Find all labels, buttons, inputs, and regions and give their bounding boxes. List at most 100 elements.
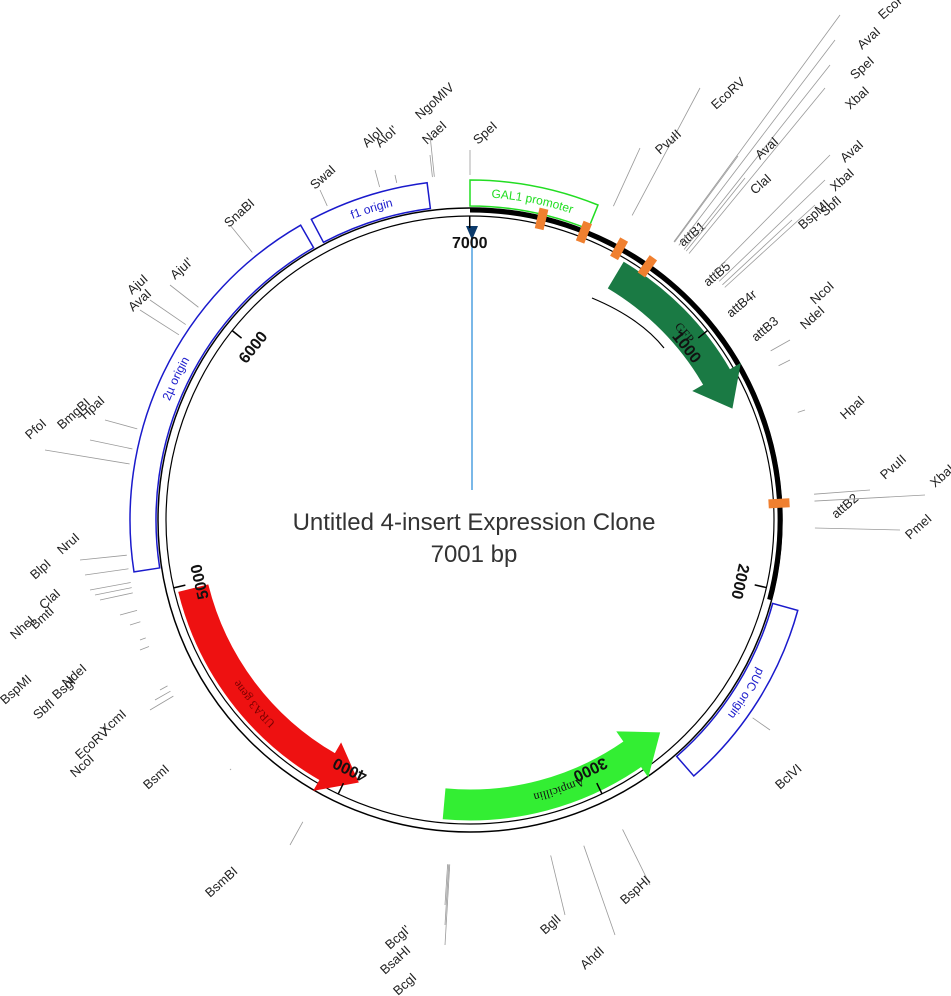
site-leader-bsphi-19 xyxy=(622,829,651,886)
site-leader-pfoi-39 xyxy=(44,449,130,465)
site-leader-bsahi-23 xyxy=(444,864,450,926)
site-leader-naei-49 xyxy=(429,154,433,178)
feature-f1-origin[interactable]: f1 origin xyxy=(310,181,432,244)
site-leader-pmei-17 xyxy=(814,527,901,531)
restriction-site-xbai-3[interactable]: XbaI xyxy=(842,83,872,112)
insert-region-arc xyxy=(469,207,783,601)
att-site-label-attb4r: attB4r xyxy=(723,286,760,320)
feature-arrow-ampicillin[interactable] xyxy=(442,731,661,821)
site-leader-aloi-47 xyxy=(374,169,381,188)
feature-gal1-promoter[interactable]: GAL1 promoter xyxy=(469,179,599,231)
restriction-site-ndei-13[interactable]: NdeI xyxy=(797,303,827,333)
tick-mark-6000 xyxy=(231,330,243,339)
tick-mark-3000 xyxy=(596,782,603,795)
site-leader-bmgbi-40 xyxy=(89,439,133,450)
site-leader-hpai-14 xyxy=(797,409,806,413)
site-leader-snabi-45 xyxy=(229,224,253,253)
restriction-site-xcmi-29[interactable]: XcmI xyxy=(97,706,129,737)
feature-ampicillin[interactable]: Ampicillin xyxy=(442,730,661,821)
site-leader-ndei-13 xyxy=(778,359,791,367)
tick-mark-5000 xyxy=(173,584,186,589)
map-length: 7001 bp xyxy=(431,541,518,568)
att-site-label-attb2: attB2 xyxy=(828,490,861,521)
site-leader-avai-1 xyxy=(678,39,836,246)
restriction-site-ecorv-4[interactable]: EcoRV xyxy=(708,74,748,112)
site-leader-ncoi-12 xyxy=(770,339,791,352)
site-leader-avai-6 xyxy=(674,155,739,243)
site-leader-bspmi-11 xyxy=(722,219,793,286)
restriction-site-pmei-17[interactable]: PmeI xyxy=(902,511,935,542)
feature-arrow-gfp[interactable] xyxy=(607,261,741,409)
site-leader-bgli-21 xyxy=(550,855,566,916)
restriction-site-xbai-9[interactable]: XbaI xyxy=(827,165,857,194)
site-leader-bsmi-26 xyxy=(229,768,232,771)
restriction-site-avai-8[interactable]: AvaI xyxy=(837,137,866,165)
att-site-marker-attb2 xyxy=(768,498,790,509)
site-leader-avai-8 xyxy=(711,154,831,275)
att-site-marker-attb3 xyxy=(637,255,658,278)
restriction-site-blpi-37[interactable]: BlpI xyxy=(27,556,54,582)
restriction-site-bsmi-26[interactable]: BsmI xyxy=(140,761,172,792)
site-leader-ahdi-20 xyxy=(583,845,616,936)
gfp-connector-curve xyxy=(591,297,665,349)
feature-box-puc-origin[interactable] xyxy=(675,602,799,778)
site-leader-bspmi-30 xyxy=(139,646,150,651)
site-leader-ajui-44 xyxy=(169,284,199,308)
map-title: Untitled 4-insert Expression Clone xyxy=(293,509,656,536)
restriction-site-bgli-21[interactable]: BglI xyxy=(537,911,564,937)
restriction-site-pvuii-15[interactable]: PvuII xyxy=(877,451,909,482)
site-leader-nrui-38 xyxy=(79,554,127,561)
site-leader-sbfi-10 xyxy=(724,204,816,288)
restriction-site-swai-46[interactable]: SwaI xyxy=(307,162,339,192)
restriction-site-bsphi-19[interactable]: BspHI xyxy=(617,872,653,907)
site-leader-blpi-37 xyxy=(84,568,129,576)
restriction-site-ajui-44[interactable]: AjuI' xyxy=(167,254,196,282)
site-leader-aloi-48 xyxy=(394,174,398,183)
restriction-site-sbfi-31[interactable]: SbfI xyxy=(30,696,57,723)
site-leader-xbai-3 xyxy=(688,87,826,254)
site-leader-xcmi-29 xyxy=(159,685,168,691)
feature-arrow-ura3-gene[interactable] xyxy=(178,584,359,791)
restriction-site-pfoi-39[interactable]: PfoI xyxy=(22,416,49,443)
restriction-site-bclvi-18[interactable]: BclVI xyxy=(772,761,805,792)
feature-box-2-origin[interactable] xyxy=(129,224,315,573)
site-leader-spei-2 xyxy=(683,64,831,250)
restriction-site-bspmi-30[interactable]: BspMI xyxy=(0,671,34,707)
tick-mark-1000 xyxy=(697,329,709,339)
restriction-site-xbai-16[interactable]: XbaI xyxy=(927,461,951,490)
site-leader-sbfi-31 xyxy=(139,637,146,641)
site-leader-bmti-35 xyxy=(94,587,132,596)
tick-label-6000: 6000 xyxy=(236,328,272,367)
tick-mark-4000 xyxy=(337,782,345,795)
site-leader-bcgi-22 xyxy=(444,864,449,906)
restriction-site-avai-1[interactable]: AvaI xyxy=(854,24,883,52)
site-leader-bsmbi-25 xyxy=(289,821,304,846)
att-site-marker-attb1 xyxy=(534,207,549,231)
site-leader-bclvi-18 xyxy=(752,717,771,731)
origin-marker-arrow xyxy=(466,226,478,240)
restriction-site-pvuii-5[interactable]: PvuII xyxy=(652,126,684,157)
restriction-site-bcgi-24[interactable]: BcgI xyxy=(390,970,419,996)
restriction-site-naei-49[interactable]: NaeI xyxy=(419,118,449,148)
tick-mark-2000 xyxy=(754,584,767,589)
restriction-site-snabi-45[interactable]: SnaBI xyxy=(221,195,257,230)
site-leader-nhei-34 xyxy=(99,592,133,601)
restriction-site-bsmbi-25[interactable]: BsmBI xyxy=(202,863,240,900)
restriction-site-clai-7[interactable]: ClaI xyxy=(747,171,774,198)
restriction-site-nrui-38[interactable]: NruI xyxy=(54,530,82,558)
restriction-site-ahdi-20[interactable]: AhdI xyxy=(577,943,607,972)
restriction-site-hpai-14[interactable]: HpaI xyxy=(837,393,867,423)
feature-box-f1-origin[interactable] xyxy=(310,181,432,244)
restriction-site-ngomiv-50[interactable]: NgoMIV xyxy=(412,79,457,122)
restriction-site-spei-51[interactable]: SpeI xyxy=(470,118,500,147)
att-site-marker-attb5 xyxy=(575,220,592,244)
restriction-site-ecorv-0[interactable]: EcoRV xyxy=(875,0,915,22)
feature-gfp[interactable]: GFP xyxy=(607,261,741,409)
site-leader-hpai-41 xyxy=(104,419,138,430)
restriction-site-spei-2[interactable]: SpeI xyxy=(847,53,877,82)
site-leader-ndei-33 xyxy=(119,609,138,616)
site-leader-xbai-9 xyxy=(718,179,826,282)
restriction-site-ncoi-12[interactable]: NcoI xyxy=(807,278,837,307)
feature-puc-origin[interactable]: pUC origin xyxy=(675,602,799,778)
